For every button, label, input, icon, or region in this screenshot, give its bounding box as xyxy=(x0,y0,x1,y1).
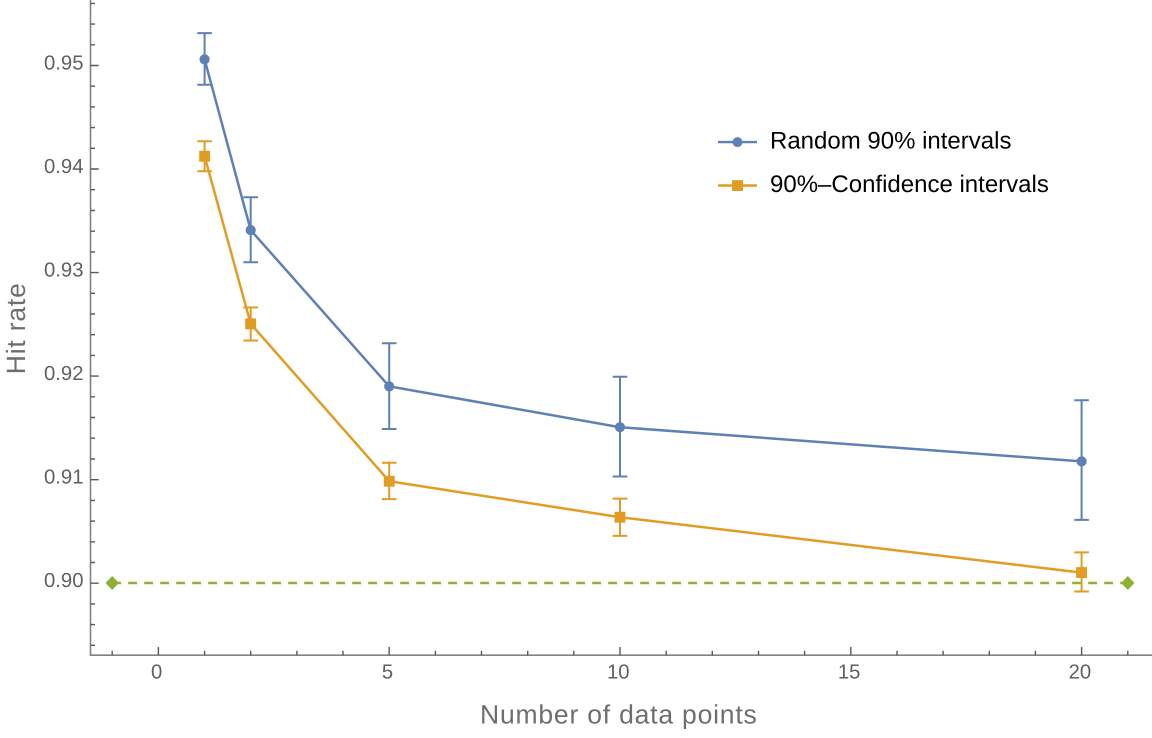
svg-text:20: 20 xyxy=(1069,662,1092,684)
svg-text:0: 0 xyxy=(151,662,162,684)
svg-text:0.94: 0.94 xyxy=(44,156,83,178)
svg-text:Number of data points: Number of data points xyxy=(480,700,758,730)
svg-text:5: 5 xyxy=(382,662,393,684)
svg-text:0.93: 0.93 xyxy=(44,260,83,282)
svg-text:Hit rate: Hit rate xyxy=(1,282,31,374)
svg-text:0.92: 0.92 xyxy=(44,363,83,385)
svg-text:15: 15 xyxy=(838,662,861,684)
svg-text:0.90: 0.90 xyxy=(44,570,83,592)
svg-text:0.95: 0.95 xyxy=(44,53,83,75)
svg-text:90%–Confidence intervals: 90%–Confidence intervals xyxy=(770,171,1049,198)
svg-text:Random 90% intervals: Random 90% intervals xyxy=(770,128,1011,155)
svg-text:0.91: 0.91 xyxy=(44,467,83,489)
svg-text:10: 10 xyxy=(607,662,630,684)
